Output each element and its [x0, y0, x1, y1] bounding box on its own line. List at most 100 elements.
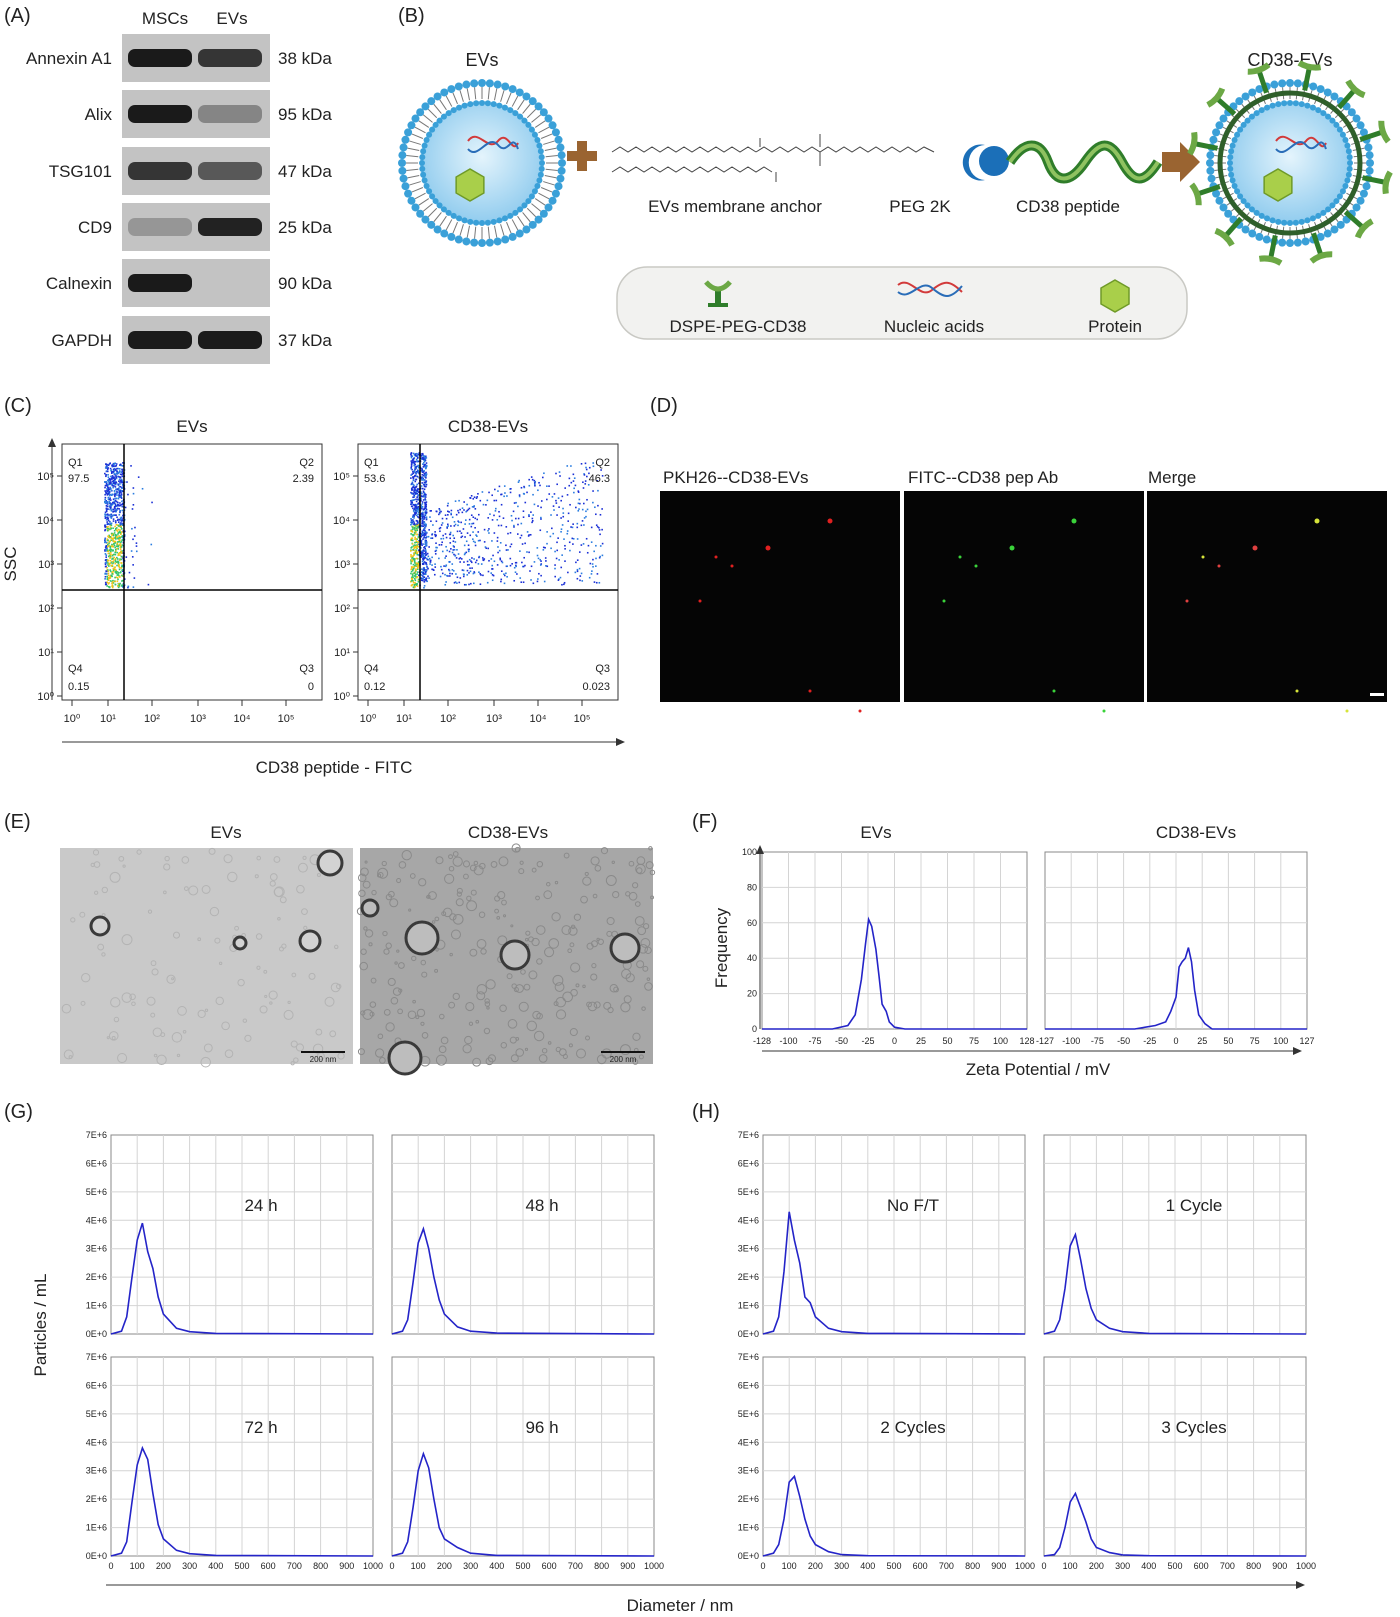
flow-event: [150, 543, 153, 546]
lipid-head: [427, 97, 436, 106]
flow-event: [448, 550, 451, 553]
flow-event: [107, 484, 110, 486]
tem-texture: [164, 855, 170, 862]
anchor-label: EVs membrane anchor: [648, 197, 822, 216]
flow-event: [106, 487, 108, 490]
tem-texture: [532, 1010, 541, 1020]
flow-event: [410, 467, 413, 470]
flow-event: [429, 510, 432, 512]
flow-event: [115, 475, 117, 477]
tem-texture: [97, 943, 105, 951]
flow-event: [114, 568, 116, 571]
flow-event: [451, 563, 454, 565]
flow-event: [465, 510, 467, 513]
flow-event: [531, 520, 534, 522]
lipid-head: [1304, 217, 1311, 224]
flow-event: [451, 551, 454, 554]
lipid-head: [470, 79, 479, 88]
flow-event: [445, 545, 447, 548]
lipid-tail: [531, 203, 542, 212]
tem-texture: [554, 982, 565, 992]
legend-nucleic: Nucleic acids: [884, 317, 984, 336]
flow-event: [417, 516, 419, 518]
flow-event: [412, 526, 414, 529]
tem-texture: [597, 938, 604, 945]
lipid-head: [548, 121, 557, 130]
tem-texture: [330, 982, 341, 993]
lipid-head: [508, 232, 517, 241]
flow-event: [415, 498, 417, 501]
tem-texture: [171, 1032, 183, 1043]
flow-event: [425, 531, 428, 534]
flow-event: [422, 455, 425, 457]
tem-image: [60, 848, 353, 1064]
x-tick-label: 500: [234, 1561, 249, 1571]
flow-event: [423, 459, 425, 462]
dspe-peg-cd38-icon: [704, 280, 732, 307]
flow-event: [107, 545, 110, 548]
column-msc-label: MSCs: [142, 9, 188, 28]
flow-event: [574, 484, 577, 487]
flow-event: [552, 505, 555, 507]
lipid-head: [1346, 165, 1353, 172]
flow-event: [478, 555, 481, 558]
tem-texture: [308, 972, 316, 980]
flow-event: [425, 455, 427, 458]
tem-texture: [635, 863, 646, 875]
lipid-head: [1240, 121, 1247, 128]
flow-event: [434, 534, 437, 537]
flow-event: [570, 526, 572, 528]
flow-event: [411, 557, 413, 559]
x-tick-label: 10¹: [396, 713, 412, 725]
cd38-peptide-cap: [1247, 62, 1271, 75]
flow-event: [422, 579, 424, 582]
flow-event: [585, 510, 587, 513]
flow-event: [410, 517, 412, 520]
flow-event: [410, 562, 412, 565]
lipid-tail: [445, 219, 453, 231]
flow-event: [132, 538, 134, 541]
flow-event: [119, 490, 122, 493]
flow-event: [472, 540, 475, 543]
tem-texture: [515, 984, 524, 993]
nucleic-acid-icon: [467, 141, 519, 153]
flow-event: [449, 575, 451, 577]
flow-event: [434, 553, 437, 555]
flow-event: [556, 541, 558, 544]
tem-texture: [591, 963, 597, 969]
flow-event: [411, 499, 413, 502]
flow-event: [109, 550, 112, 553]
tem-vesicle: [360, 898, 380, 918]
flow-event: [421, 522, 423, 525]
tem-texture: [269, 880, 276, 887]
series-line: [762, 1211, 1026, 1335]
flow-event: [514, 571, 517, 574]
lipid-head: [450, 212, 457, 219]
flow-event: [413, 504, 416, 507]
tem-texture: [536, 958, 543, 965]
cd38-peptide-cap: [1309, 251, 1333, 264]
flow-event: [503, 574, 506, 577]
flow-event: [410, 566, 413, 568]
lipid-tail: [540, 187, 553, 193]
tem-vesicle: [609, 932, 641, 964]
y-tick-label: 3E+6: [86, 1466, 107, 1476]
flow-event: [120, 540, 123, 543]
flow-event: [104, 481, 106, 483]
tem-texture: [466, 900, 478, 912]
flow-event: [116, 544, 119, 547]
merge-label: Merge: [1148, 468, 1196, 487]
flow-event: [507, 532, 509, 535]
y-tick-label: 0: [752, 1024, 757, 1034]
tem-texture: [524, 937, 529, 942]
kda-label: 47 kDa: [278, 162, 332, 181]
flow-event: [423, 586, 425, 589]
lipid-head: [1209, 135, 1218, 144]
lipid-head: [1292, 219, 1299, 226]
flow-event: [564, 544, 566, 547]
tem-texture: [177, 1006, 187, 1016]
flow-event: [575, 506, 577, 509]
lipid-head: [462, 80, 471, 89]
flow-event: [107, 489, 110, 492]
lipid-head: [501, 235, 510, 244]
